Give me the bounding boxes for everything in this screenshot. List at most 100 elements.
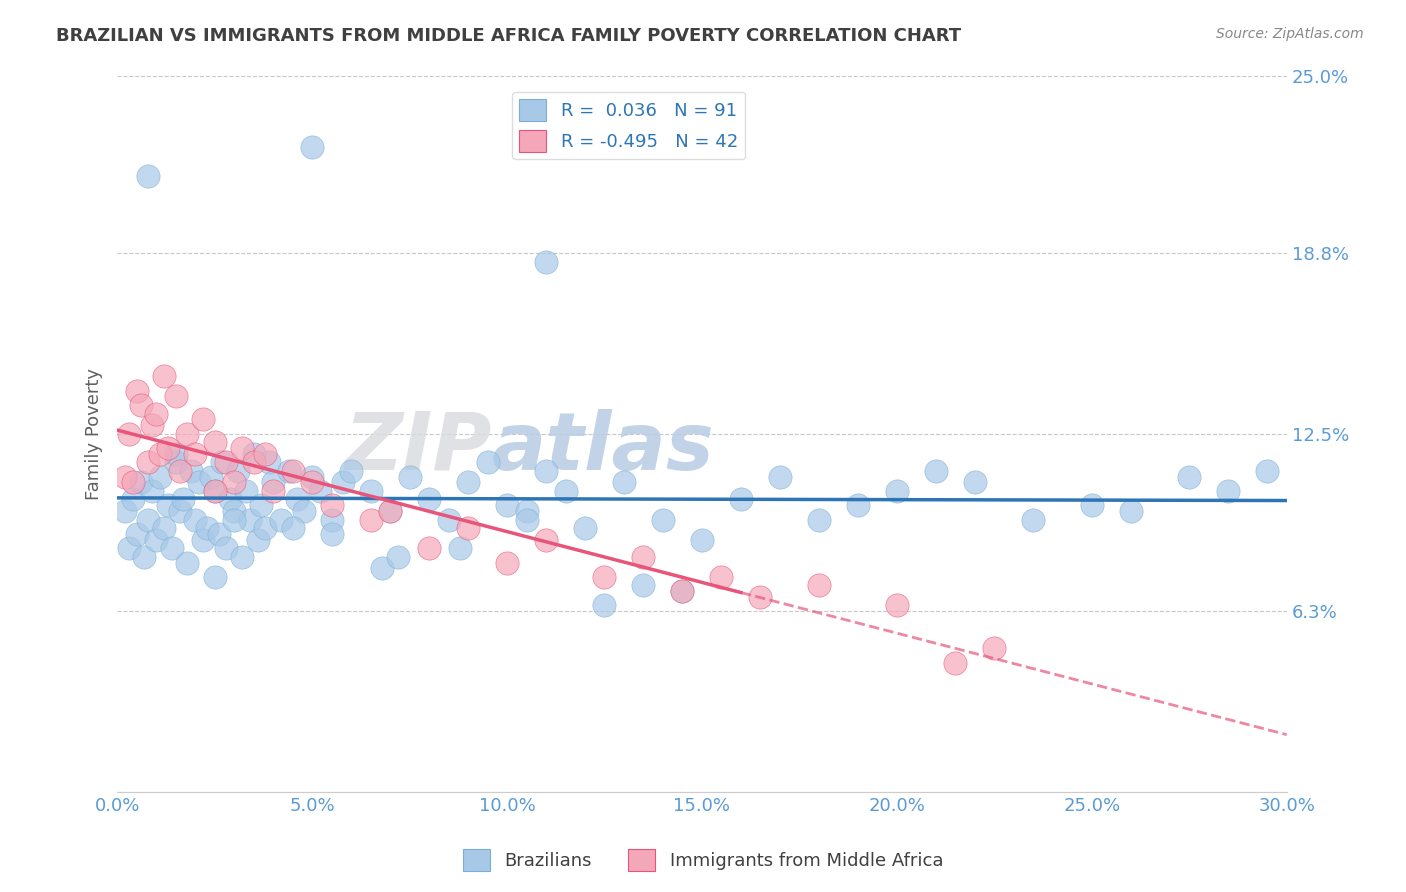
Point [204,483,226,498]
Point [200,469,222,483]
Point [172,492,194,507]
Point [254,447,277,461]
Point [309,483,332,498]
Y-axis label: Family Poverty: Family Poverty [86,368,103,500]
Point [593,599,616,613]
Point [332,475,354,490]
Point [418,492,440,507]
Point [281,521,304,535]
Point [114,469,136,483]
Point [301,469,323,483]
Point [292,504,315,518]
Point [129,398,152,412]
Point [184,512,207,526]
Point [219,492,242,507]
Point [807,512,830,526]
Point [165,389,187,403]
Point [515,504,537,518]
Point [184,447,207,461]
Text: atlas: atlas [492,409,714,487]
Point [224,512,246,526]
Point [807,578,830,592]
Point [153,369,176,384]
Point [1022,512,1045,526]
Point [211,455,233,469]
Point [886,599,908,613]
Point [671,584,693,599]
Point [710,570,733,584]
Point [149,469,172,483]
Point [886,483,908,498]
Point [554,483,576,498]
Point [418,541,440,556]
Point [145,407,167,421]
Point [134,549,156,564]
Point [277,464,299,478]
Point [125,384,148,398]
Point [195,521,218,535]
Point [118,541,141,556]
Point [231,441,253,455]
Point [281,464,304,478]
Point [224,475,246,490]
Point [262,483,284,498]
Point [125,527,148,541]
Point [224,504,246,518]
Point [690,533,713,547]
Point [534,254,557,268]
Point [262,475,284,490]
Point [846,498,869,512]
Point [156,441,179,455]
Point [515,512,537,526]
Point [254,521,277,535]
Point [593,570,616,584]
Text: ZIP: ZIP [344,409,492,487]
Point [1178,469,1201,483]
Point [633,578,655,592]
Point [138,169,160,183]
Point [534,533,557,547]
Point [145,533,167,547]
Legend: Brazilians, Immigrants from Middle Africa: Brazilians, Immigrants from Middle Afric… [456,842,950,879]
Text: Source: ZipAtlas.com: Source: ZipAtlas.com [1216,27,1364,41]
Point [169,464,191,478]
Point [231,549,253,564]
Point [235,483,257,498]
Point [204,570,226,584]
Point [925,464,948,478]
Point [204,435,226,450]
Point [215,455,238,469]
Point [371,561,394,575]
Point [769,469,792,483]
Point [301,475,323,490]
Point [141,417,163,432]
Point [613,475,636,490]
Point [457,475,479,490]
Point [129,475,152,490]
Point [301,140,323,154]
Point [398,469,420,483]
Point [141,483,163,498]
Point [226,464,249,478]
Point [149,447,172,461]
Point [671,584,693,599]
Point [534,464,557,478]
Point [321,527,343,541]
Point [114,504,136,518]
Point [242,447,264,461]
Point [730,492,752,507]
Point [1081,498,1104,512]
Point [156,498,179,512]
Point [121,492,143,507]
Point [1119,504,1142,518]
Point [574,521,596,535]
Point [360,512,382,526]
Point [496,556,519,570]
Point [983,641,1005,656]
Point [176,556,198,570]
Point [749,590,772,604]
Point [1218,483,1240,498]
Point [204,483,226,498]
Point [449,541,471,556]
Legend: R =  0.036   N = 91, R = -0.495   N = 42: R = 0.036 N = 91, R = -0.495 N = 42 [512,92,745,160]
